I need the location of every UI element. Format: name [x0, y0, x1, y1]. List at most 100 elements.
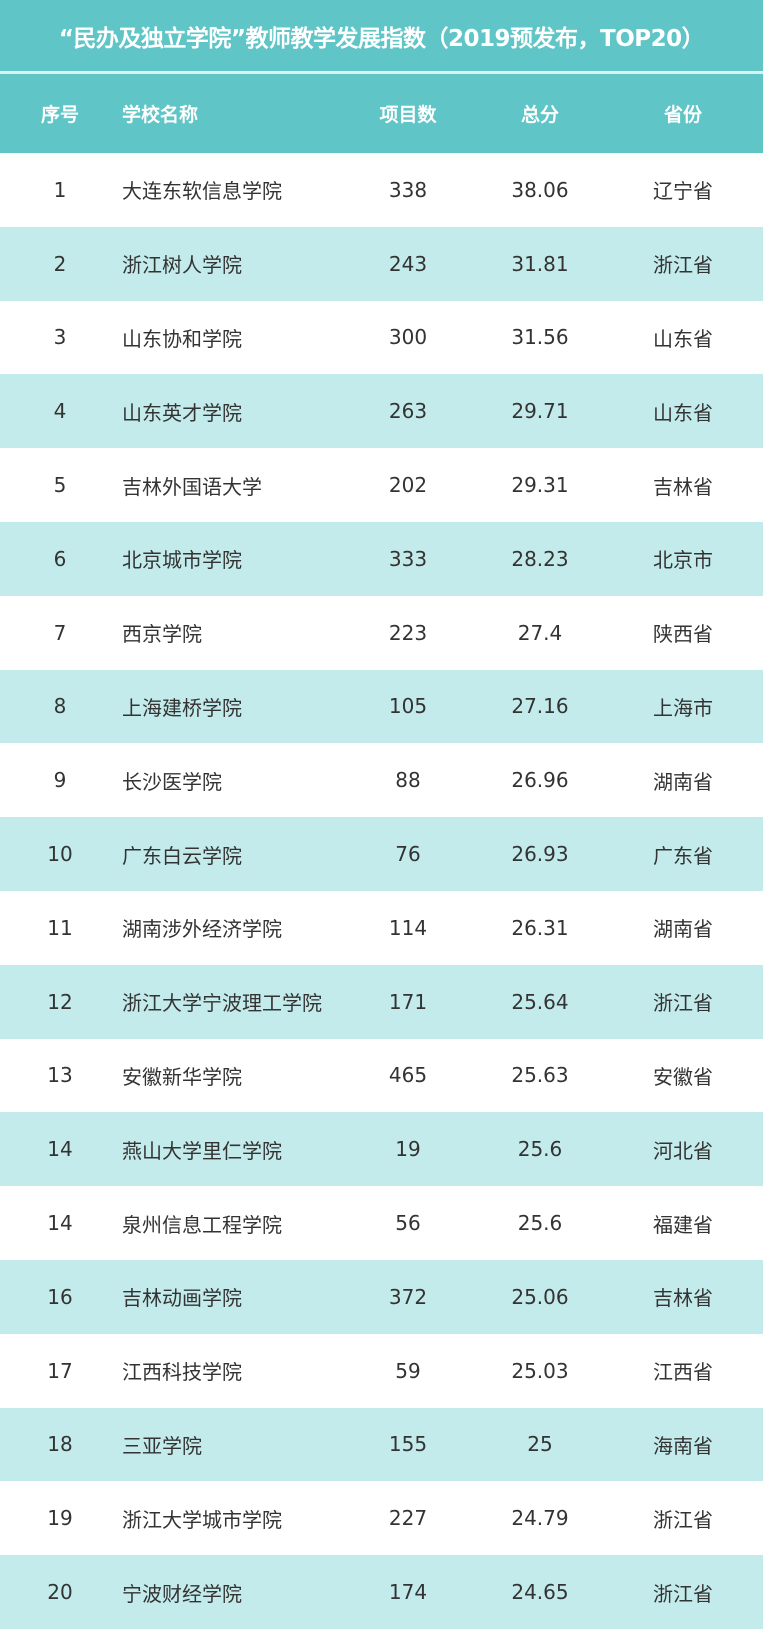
cell-school: 江西科技学院	[122, 1360, 242, 1385]
cell-school: 燕山大学里仁学院	[122, 1138, 282, 1163]
cell-province: 江西省	[653, 1360, 713, 1385]
cell-projects: 223	[388, 620, 428, 645]
cell-rank: 1	[53, 177, 67, 202]
cell-rank: 8	[53, 694, 67, 719]
cell-projects: 56	[395, 1211, 421, 1236]
table-title: “民办及独立学院”教师教学发展指数（2019预发布，TOP20）	[0, 0, 763, 74]
cell-projects: 155	[388, 1432, 428, 1457]
table-row: 9 长沙医学院 88 26.96 湖南省	[0, 743, 763, 818]
cell-province: 河北省	[653, 1138, 713, 1163]
header-score: 总分	[520, 104, 559, 126]
cell-score: 25.63	[511, 1063, 569, 1088]
cell-province: 吉林省	[653, 474, 713, 499]
cell-projects: 171	[388, 989, 428, 1014]
table-row: 11 湖南涉外经济学院 114 26.31 湖南省	[0, 890, 763, 965]
table-row: 5 吉林外国语大学 202 29.31 吉林省	[0, 448, 763, 522]
cell-projects: 88	[395, 768, 421, 793]
cell-score: 27.16	[511, 694, 569, 719]
cell-rank: 20	[47, 1580, 73, 1605]
cell-province: 浙江省	[653, 1581, 713, 1606]
header-projects: 项目数	[379, 104, 437, 126]
table-row: 8 上海建桥学院 105 27.16 上海市	[0, 669, 763, 744]
cell-province: 北京市	[653, 548, 713, 573]
cell-school: 长沙医学院	[122, 769, 222, 794]
cell-projects: 59	[395, 1358, 421, 1383]
cell-rank: 6	[53, 546, 67, 571]
cell-province: 吉林省	[653, 1286, 713, 1311]
cell-school: 三亚学院	[122, 1433, 202, 1458]
cell-score: 31.81	[511, 251, 569, 276]
cell-score: 24.65	[511, 1580, 569, 1605]
cell-score: 25.06	[511, 1284, 569, 1309]
table-row: 6 北京城市学院 333 28.23 北京市	[0, 521, 763, 596]
cell-projects: 263	[388, 399, 428, 424]
cell-projects: 227	[388, 1506, 428, 1531]
cell-province: 山东省	[653, 400, 713, 425]
cell-score: 24.79	[511, 1506, 569, 1531]
table-row: 18 三亚学院 155 25 海南省	[0, 1407, 763, 1482]
cell-school: 吉林外国语大学	[122, 474, 262, 499]
cell-province: 陕西省	[653, 622, 713, 647]
cell-rank: 14	[47, 1211, 73, 1236]
cell-rank: 2	[53, 251, 67, 276]
table-row: 13 安徽新华学院 465 25.63 安徽省	[0, 1038, 763, 1113]
cell-rank: 13	[47, 1063, 73, 1088]
cell-score: 27.4	[517, 620, 563, 645]
table-row: 19 浙江大学城市学院 227 24.79 浙江省	[0, 1481, 763, 1556]
cell-rank: 11	[47, 915, 73, 940]
cell-score: 26.31	[511, 915, 569, 940]
cell-rank: 5	[53, 473, 67, 498]
cell-projects: 300	[388, 325, 428, 350]
cell-rank: 12	[47, 989, 73, 1014]
cell-school: 浙江大学城市学院	[122, 1507, 282, 1532]
cell-school: 山东协和学院	[122, 326, 242, 351]
cell-rank: 14	[47, 1137, 73, 1162]
cell-rank: 18	[47, 1432, 73, 1457]
cell-province: 海南省	[653, 1433, 713, 1458]
table-row: 10 广东白云学院 76 26.93 广东省	[0, 817, 763, 891]
cell-province: 上海市	[653, 695, 713, 720]
cell-score: 29.71	[511, 399, 569, 424]
cell-province: 福建省	[653, 1212, 713, 1237]
cell-projects: 105	[388, 694, 428, 719]
table-row: 7 西京学院 223 27.4 陕西省	[0, 595, 763, 670]
header-rank: 序号	[40, 104, 79, 126]
cell-projects: 243	[388, 251, 428, 276]
table-row: 3 山东协和学院 300 31.56 山东省	[0, 300, 763, 375]
cell-school: 浙江大学宁波理工学院	[122, 991, 322, 1016]
cell-school: 宁波财经学院	[122, 1581, 242, 1606]
cell-province: 安徽省	[653, 1064, 713, 1089]
header-province: 省份	[663, 104, 702, 126]
table-row: 14 泉州信息工程学院 56 25.6 福建省	[0, 1186, 763, 1260]
cell-rank: 19	[47, 1506, 73, 1531]
cell-score: 25	[527, 1432, 553, 1457]
cell-score: 25.6	[517, 1211, 563, 1236]
cell-projects: 338	[388, 177, 428, 202]
table-body: 1 大连东软信息学院 338 38.06 辽宁省 2 浙江树人学院 243 31.81 浙江省 3 山…	[0, 153, 763, 1629]
cell-projects: 114	[388, 915, 428, 940]
cell-school: 泉州信息工程学院	[122, 1212, 282, 1237]
cell-school: 上海建桥学院	[122, 695, 242, 720]
table-row: 1 大连东软信息学院 338 38.06 辽宁省	[0, 153, 763, 227]
cell-province: 辽宁省	[653, 179, 713, 204]
cell-province: 广东省	[653, 843, 713, 868]
table-row: 2 浙江树人学院 243 31.81 浙江省	[0, 226, 763, 301]
cell-score: 26.96	[511, 768, 569, 793]
table-row: 16 吉林动画学院 372 25.06 吉林省	[0, 1259, 763, 1334]
cell-province: 浙江省	[653, 253, 713, 278]
table-row: 17 江西科技学院 59 25.03 江西省	[0, 1333, 763, 1408]
cell-province: 浙江省	[653, 991, 713, 1016]
cell-rank: 3	[53, 325, 67, 350]
cell-province: 山东省	[653, 326, 713, 351]
cell-rank: 17	[47, 1358, 73, 1383]
cell-rank: 4	[53, 399, 67, 424]
cell-school: 安徽新华学院	[122, 1064, 242, 1089]
cell-score: 25.6	[517, 1137, 563, 1162]
cell-projects: 174	[388, 1580, 428, 1605]
cell-school: 西京学院	[122, 622, 202, 647]
header-school: 学校名称	[122, 104, 199, 126]
cell-province: 湖南省	[653, 917, 713, 942]
cell-score: 29.31	[511, 473, 569, 498]
cell-school: 大连东软信息学院	[122, 179, 282, 204]
